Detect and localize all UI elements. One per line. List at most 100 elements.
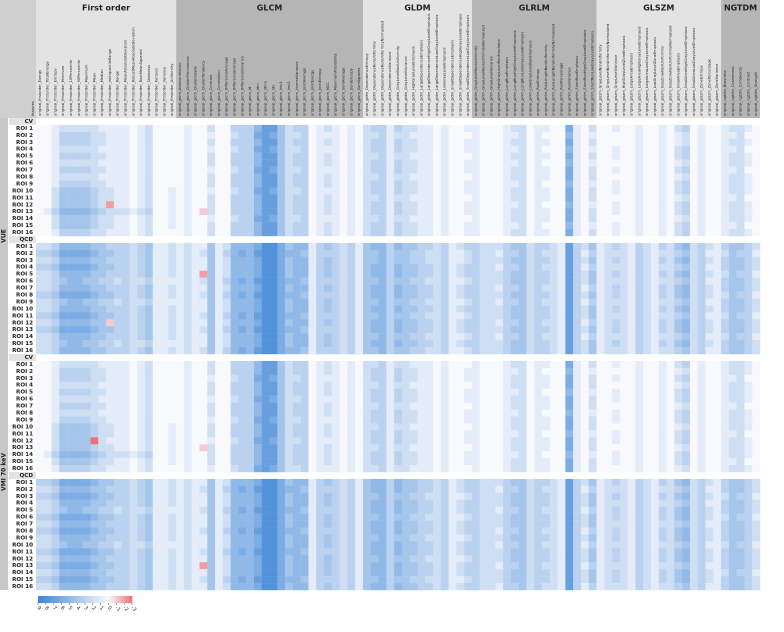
- heatmap-cell: [378, 374, 387, 382]
- heatmap-cell: [253, 409, 262, 417]
- heatmap-cell: [487, 458, 496, 466]
- heatmap-cell: [261, 194, 270, 202]
- heatmap-cell: [573, 305, 582, 313]
- heatmap-cell: [542, 152, 551, 160]
- heatmap-cell: [292, 340, 301, 348]
- heatmap-cell: [401, 326, 410, 334]
- heatmap-cell: [596, 485, 605, 494]
- heatmap-cell: [557, 333, 566, 341]
- heatmap-cell: [736, 284, 745, 292]
- heatmap-cell: [697, 319, 706, 327]
- heatmap-cell: [386, 194, 395, 202]
- heatmap-cell: [557, 159, 566, 167]
- heatmap-cell: [370, 201, 379, 209]
- heatmap-cell: [222, 305, 231, 313]
- heatmap-cell: [230, 145, 239, 153]
- heatmap-cell: [635, 305, 644, 313]
- heatmap-cell: [183, 173, 192, 181]
- heatmap-cell: [495, 180, 504, 188]
- heatmap-cell: [292, 388, 301, 396]
- row-label: ROI 14: [12, 334, 33, 340]
- heatmap-cell: [394, 180, 403, 188]
- heatmap-cell: [300, 360, 309, 369]
- row-label: ROI 16: [12, 348, 33, 354]
- heatmap-cell: [285, 444, 294, 452]
- heatmap-cell: [82, 458, 91, 466]
- heatmap-cell: [106, 305, 115, 313]
- heatmap-cell: [98, 291, 107, 299]
- heatmap-cell: [308, 194, 317, 202]
- heatmap-cell: [736, 340, 745, 348]
- heatmap-cell: [674, 312, 683, 320]
- heatmap-cell: [386, 229, 395, 237]
- heatmap-cell: [487, 159, 496, 167]
- heatmap-cell: [752, 298, 761, 306]
- heatmap-cell: [285, 291, 294, 299]
- heatmap-cell: [479, 270, 488, 278]
- heatmap-cell: [604, 305, 613, 313]
- heatmap-cell: [98, 423, 107, 431]
- heatmap-cell: [401, 145, 410, 153]
- heatmap-cell: [215, 291, 224, 299]
- heatmap-cell: [230, 208, 239, 216]
- heatmap-cell: [144, 263, 153, 271]
- heatmap-cell: [433, 187, 442, 195]
- heatmap-cell: [682, 256, 691, 264]
- heatmap-cell: [471, 444, 480, 452]
- heatmap-cell: [728, 229, 737, 237]
- heatmap-cell: [658, 305, 667, 313]
- heatmap-cell: [495, 319, 504, 327]
- heatmap-cell: [253, 423, 262, 431]
- heatmap-cell: [651, 347, 659, 355]
- heatmap-cell: [518, 229, 527, 237]
- heatmap-cell: [604, 451, 613, 459]
- heatmap-cell: [448, 409, 457, 417]
- heatmap-cell: [689, 131, 698, 140]
- heatmap-cell: [736, 222, 745, 230]
- heatmap-cell: [316, 222, 325, 230]
- heatmap-cell: [471, 298, 480, 306]
- heatmap-cell: [222, 478, 231, 487]
- heatmap-cell: [433, 374, 442, 382]
- heatmap-cell: [129, 451, 138, 459]
- heatmap-cell: [425, 347, 434, 355]
- heatmap-cell: [456, 485, 465, 494]
- heatmap-cell: [316, 444, 325, 452]
- heatmap-cell: [401, 312, 410, 320]
- heatmap-cell: [113, 347, 122, 355]
- heatmap-cell: [573, 291, 582, 299]
- heatmap-cell: [113, 298, 122, 306]
- heatmap-cell: [316, 437, 325, 445]
- heatmap-cell: [433, 215, 442, 223]
- heatmap-cell: [183, 249, 192, 258]
- heatmap-cell: [658, 416, 667, 424]
- heatmap-cell: [682, 187, 691, 195]
- heatmap-cell: [137, 215, 146, 223]
- heatmap-cell: [487, 402, 496, 410]
- heatmap-cell: [666, 430, 675, 438]
- heatmap-cell: [285, 485, 294, 494]
- heatmap-cell: [269, 437, 278, 445]
- heatmap-cell: [549, 124, 558, 133]
- heatmap-cell: [635, 201, 644, 209]
- heatmap-cell: [90, 395, 99, 403]
- heatmap-cell: [67, 423, 76, 431]
- heatmap-cell: [643, 263, 652, 271]
- heatmap-cell: [689, 437, 698, 445]
- heatmap-cell: [728, 374, 737, 382]
- heatmap-cell: [253, 360, 262, 369]
- heatmap-cell: [635, 478, 644, 487]
- heatmap-cell: [277, 395, 286, 403]
- heatmap-cell: [565, 222, 574, 230]
- heatmap-cell: [689, 409, 698, 417]
- heatmap-cell: [713, 333, 722, 341]
- heatmap-cell: [378, 291, 387, 299]
- heatmap-cell: [744, 333, 753, 341]
- heatmap-cell: [121, 312, 130, 320]
- heatmap-cell: [215, 367, 224, 376]
- heatmap-cell: [168, 485, 177, 494]
- heatmap-cell: [549, 166, 558, 174]
- heatmap-cell: [697, 312, 706, 320]
- heatmap-cell: [137, 381, 146, 389]
- heatmap-cell: [199, 263, 208, 271]
